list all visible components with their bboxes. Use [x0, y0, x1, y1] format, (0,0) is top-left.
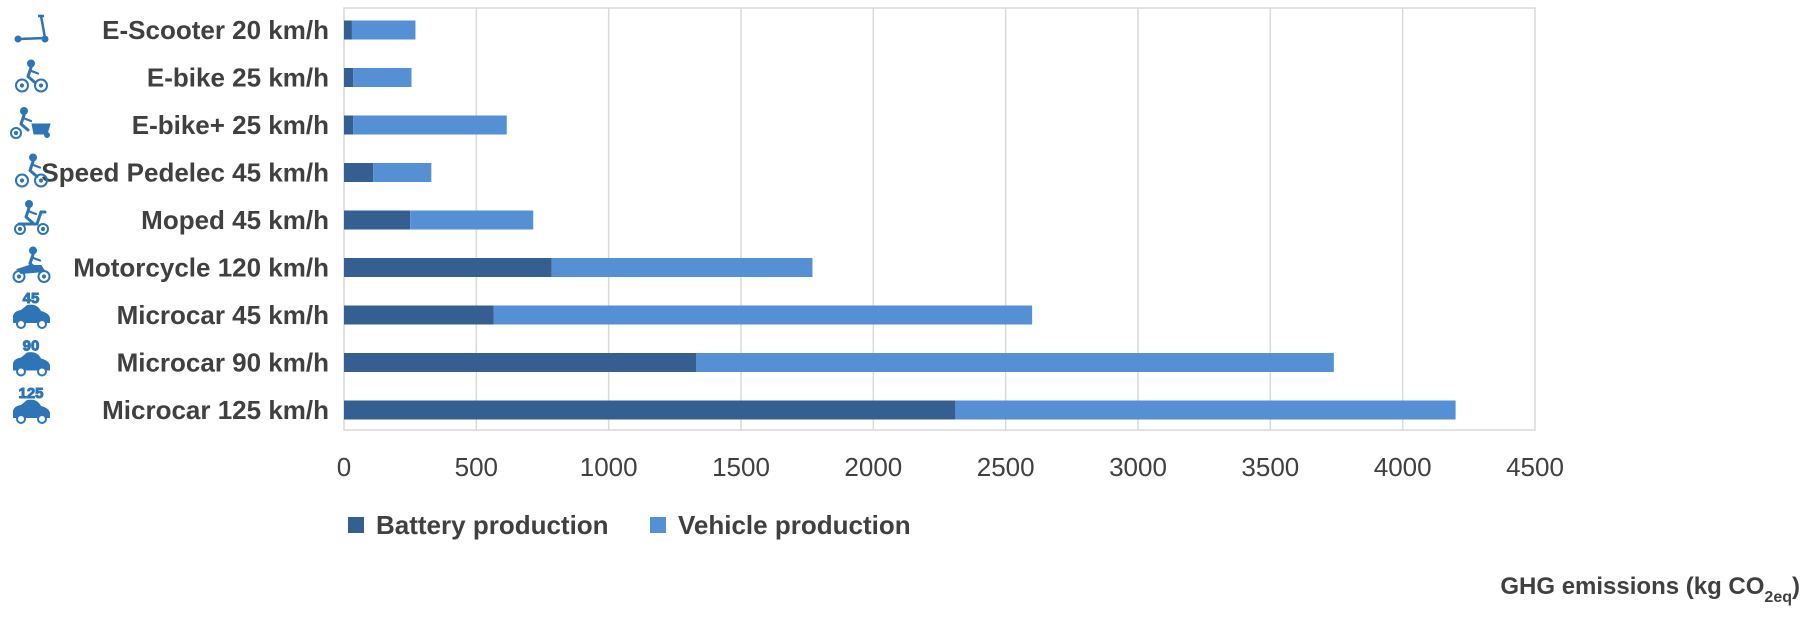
bars [344, 20, 1456, 420]
legend-label: Vehicle production [678, 510, 911, 540]
speed-badge: 45 [23, 290, 40, 307]
category-label: E-Scooter 20 km/h [102, 15, 329, 45]
battery-production-bar [344, 353, 697, 372]
x-tick-label: 2500 [977, 452, 1035, 482]
legend-swatch [650, 517, 666, 533]
battery-production-bar [344, 400, 956, 420]
x-tick-label: 4500 [1506, 452, 1564, 482]
vehicle-production-bar [493, 305, 1033, 325]
battery-production-bar [344, 68, 354, 87]
battery-production-bar [344, 115, 354, 135]
category-icons: 45 90 125 [10, 14, 51, 424]
x-tick-label: 500 [455, 452, 498, 482]
microcar-icon: 45 [13, 290, 50, 329]
category-label: Motorcycle 120 km/h [73, 253, 329, 283]
battery-production-bar [344, 305, 494, 325]
category-label: E-bike+ 25 km/h [132, 110, 329, 140]
battery-production-bar [344, 258, 552, 277]
x-tick-label: 4000 [1374, 452, 1432, 482]
x-tick-label: 2000 [844, 452, 902, 482]
legend-swatch [348, 517, 364, 533]
x-axis-title: GHG emissions (kg CO2eq) [1500, 573, 1800, 606]
battery-production-bar [344, 20, 352, 40]
e-bike-icon [15, 59, 48, 93]
vehicle-production-bar [353, 115, 507, 135]
x-tick-label: 3500 [1241, 452, 1299, 482]
category-labels: E-Scooter 20 km/h E-bike 25 km/h E-bike+ 2… [41, 15, 329, 425]
microcar-icon: 90 [13, 337, 50, 377]
battery-production-bar [344, 163, 374, 182]
speed-badge: 125 [18, 385, 43, 402]
category-label: Speed Pedelec 45 km/h [41, 158, 329, 188]
vehicle-production-bar [696, 353, 1334, 372]
category-label: Microcar 45 km/h [117, 300, 329, 330]
vehicle-production-bar [351, 20, 416, 40]
vehicle-production-bar [955, 400, 1456, 420]
e-scooter-icon [14, 14, 49, 43]
category-label: E-bike 25 km/h [147, 63, 329, 93]
category-label: Moped 45 km/h [141, 205, 329, 235]
vehicle-production-bar [373, 163, 432, 182]
category-label: Microcar 90 km/h [117, 348, 329, 378]
cargo-e-bike-icon [10, 107, 51, 139]
x-tick-labels: 0 500 1000 1500 2000 2500 3000 3500 4000 4500 [337, 452, 1564, 482]
vehicle-production-bar [353, 68, 412, 87]
legend-label: Battery production [376, 510, 609, 540]
motorcycle-icon [12, 246, 51, 283]
microcar-icon: 125 [13, 385, 50, 424]
x-tick-label: 0 [337, 452, 351, 482]
category-label: Microcar 125 km/h [102, 395, 329, 425]
moped-icon [14, 200, 49, 235]
vehicle-production-bar [551, 258, 813, 277]
speed-badge: 90 [23, 338, 40, 355]
speed-pedelec-icon [15, 153, 48, 188]
battery-production-bar [344, 210, 411, 230]
x-tick-label: 1000 [580, 452, 638, 482]
x-tick-label: 3000 [1109, 452, 1167, 482]
x-tick-label: 1500 [712, 452, 770, 482]
legend: Battery production Vehicle production [348, 510, 911, 540]
vehicle-production-bar [410, 210, 534, 230]
